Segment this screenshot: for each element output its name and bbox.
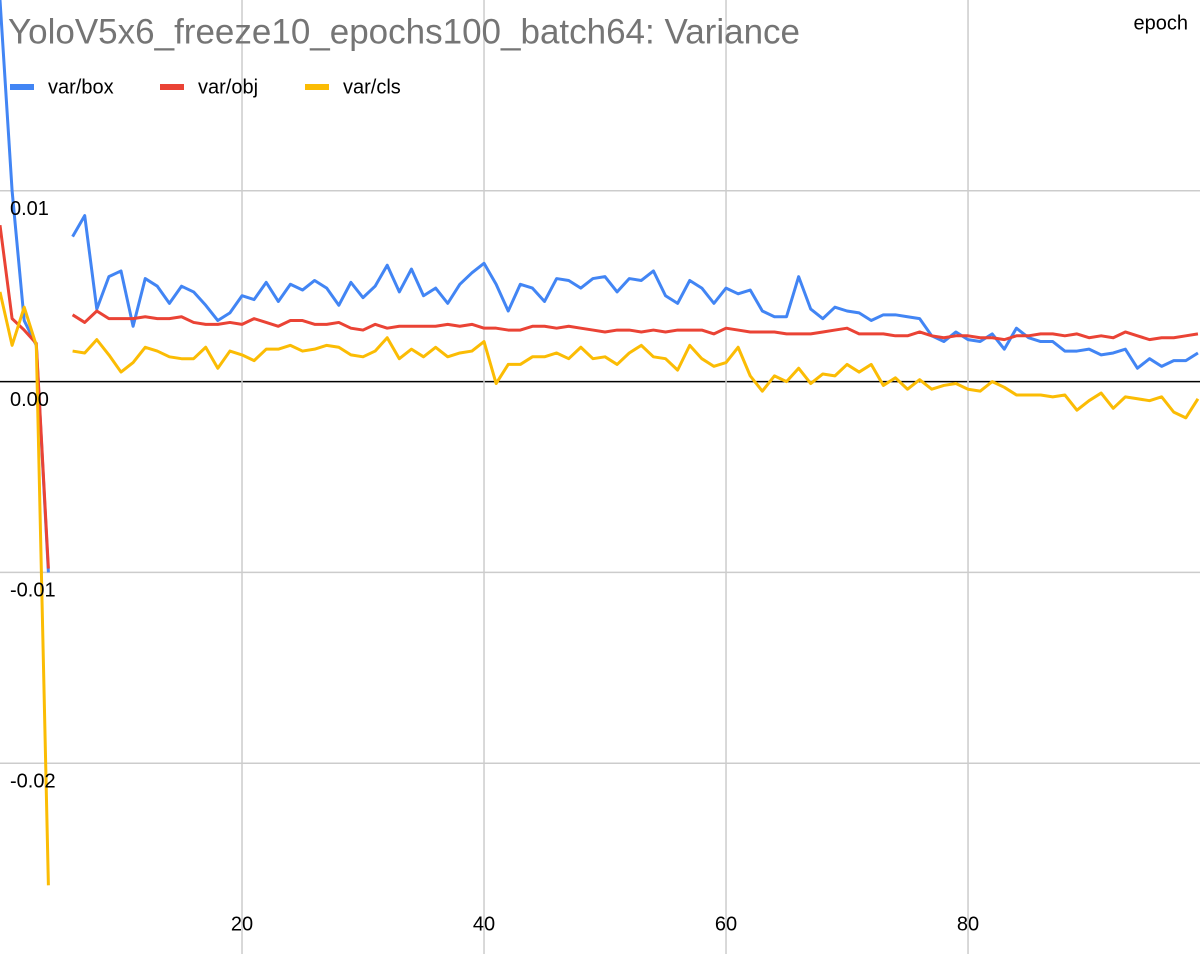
plot-lines	[0, 0, 1200, 886]
chart-title: YoloV5x6_freeze10_epochs100_batch64: Var…	[8, 12, 800, 51]
series-line	[0, 291, 1200, 886]
y-tick-label: -0.01	[10, 580, 56, 602]
legend-swatch	[305, 84, 329, 90]
y-tick-label: -0.02	[10, 770, 56, 792]
legend-label: var/cls	[343, 76, 401, 98]
legend-swatch	[160, 84, 184, 90]
y-tick-label: 0.01	[10, 198, 49, 220]
legend-label: var/box	[48, 76, 114, 98]
x-tick-label: 80	[957, 913, 979, 935]
y-tick-label: 0.00	[10, 389, 49, 411]
x-tick-label: 20	[231, 913, 253, 935]
labels: -0.02 -0.01 0.00 0.01 20 40 60 80 var/box var/obj…	[10, 76, 979, 935]
legend-swatch	[10, 84, 34, 90]
series-line	[0, 224, 1199, 569]
x-axis-title: epoch	[1134, 12, 1189, 34]
x-tick-label: 60	[715, 913, 737, 935]
x-tick-label: 40	[473, 913, 495, 935]
legend-label: var/obj	[198, 76, 258, 98]
